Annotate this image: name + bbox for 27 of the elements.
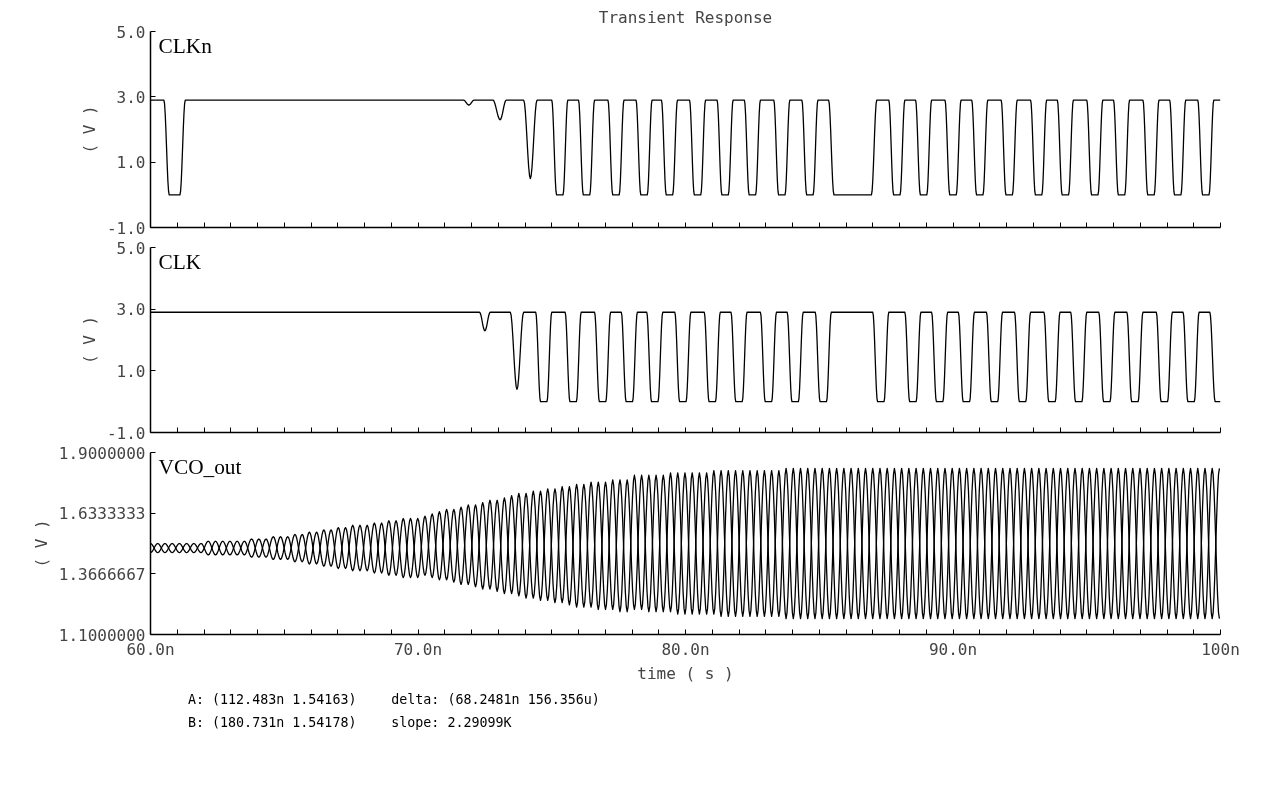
y-tick-label: 3.0 (116, 300, 146, 320)
text: B: (180.731n 1.54178) (187, 714, 357, 730)
y-tick-label: 1.9000000 (58, 443, 146, 463)
x-tick-label: 80.0n (661, 639, 710, 659)
y-tick-label: 5.0 (116, 238, 146, 258)
series-label: CLK (158, 249, 202, 274)
x-tick-label: 100n (1201, 639, 1240, 659)
chart-title: Transient Response (598, 7, 773, 27)
y-axis-title: ( V ) (31, 519, 51, 568)
y-tick-label: 1.3666667 (58, 564, 146, 584)
y-tick-label: -1.0 (106, 218, 146, 238)
text: delta: (68.2481n 156.356u) (391, 692, 600, 707)
y-axis-title: ( V ) (79, 315, 99, 365)
x-tick-label: 90.0n (928, 639, 978, 659)
y-axis-title: ( V ) (79, 105, 99, 154)
y-tick-label: 1.0 (116, 153, 146, 173)
text: VCO_out (158, 454, 242, 479)
y-tick-label: 5.0 (116, 22, 146, 42)
y-tick-label: -1.0 (106, 423, 146, 443)
x-tick-label: 70.0n (393, 639, 443, 659)
text: slope: 2.29099K (391, 714, 512, 730)
text: A: (112.483n 1.54163) (187, 692, 357, 707)
y-tick-label: 1.0 (116, 361, 146, 381)
x-axis-title: time ( s ) (637, 663, 734, 683)
y-tick-label: 3.0 (116, 87, 146, 107)
series-label: CLKn (158, 33, 213, 58)
y-tick-label: 1.6333333 (58, 504, 146, 524)
